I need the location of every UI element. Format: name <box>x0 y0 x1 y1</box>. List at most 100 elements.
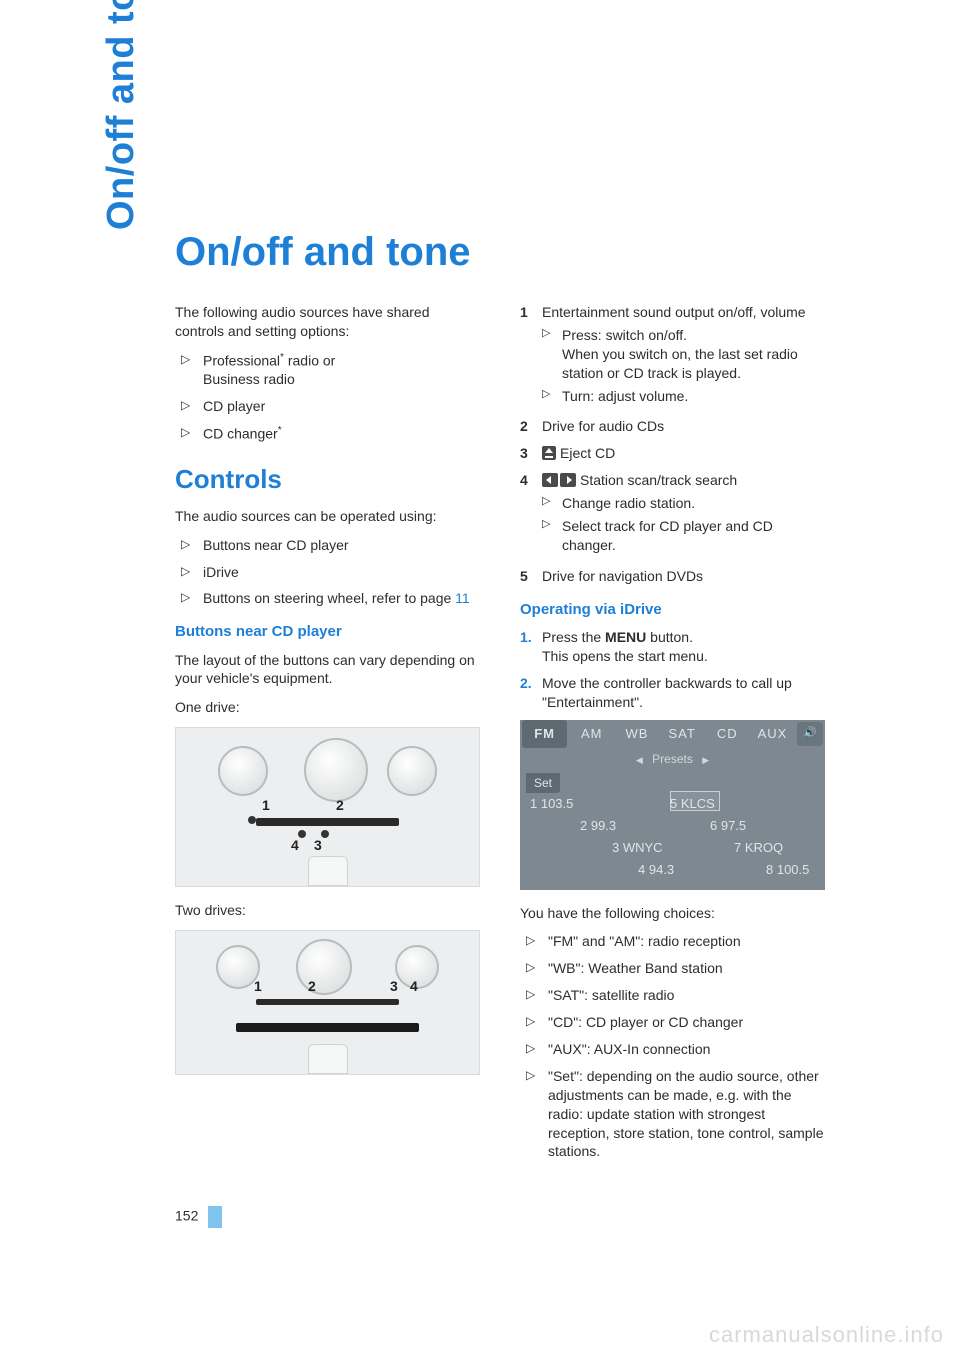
audio-sources-list: Professional* radio or Business radio CD… <box>175 351 480 444</box>
list-item-text: radio or <box>284 352 335 368</box>
sub-item: Change radio station. <box>542 494 825 513</box>
chevron-right-icon: ▶ <box>696 755 715 765</box>
callout-dot <box>248 816 256 824</box>
page-number-bar-icon <box>208 1206 222 1228</box>
step-text: button. <box>646 629 693 645</box>
footnote-star: * <box>278 425 282 436</box>
page-number-text: 152 <box>175 1208 198 1224</box>
list-item: "AUX": AUX-In connection <box>520 1040 825 1059</box>
step-number: 1. <box>520 628 542 666</box>
preset-entry: 1 103.5 <box>530 795 573 813</box>
presets-header: ◀ Presets ▶ <box>520 748 825 773</box>
item-label: Drive for navigation DVDs <box>542 568 703 584</box>
step-number: 2. <box>520 674 542 712</box>
page-number: 152 <box>175 1206 222 1228</box>
list-item: CD changer* <box>175 424 480 444</box>
list-item-text: Business radio <box>203 371 295 387</box>
figure-callout: 4 <box>410 977 418 996</box>
figure-callout: 3 <box>390 977 398 996</box>
preset-entry: 4 94.3 <box>638 861 674 879</box>
list-item-text: CD changer <box>203 426 278 442</box>
choices-list: "FM" and "AM": radio reception "WB": Wea… <box>520 932 825 1161</box>
list-item: iDrive <box>175 563 480 582</box>
list-item-text: Buttons on steering wheel, refer to page <box>203 590 455 606</box>
knob-icon <box>218 746 268 796</box>
gear-stub-icon <box>308 1044 348 1074</box>
preset-entry: 8 100.5 <box>766 861 809 879</box>
sub-item: Turn: adjust volume. <box>542 387 825 406</box>
side-tab-label: On/off and tone <box>100 0 143 230</box>
screen-tab-cd: CD <box>705 720 750 748</box>
left-column: The following audio sources have shared … <box>175 303 480 1175</box>
item-label: Entertainment sound output on/off, volum… <box>542 304 806 320</box>
step-text: This opens the start menu. <box>542 648 708 664</box>
list-item: Buttons near CD player <box>175 536 480 555</box>
list-item: "FM" and "AM": radio reception <box>520 932 825 951</box>
right-column: 1 Entertainment sound output on/off, vol… <box>520 303 825 1175</box>
item-label: Station scan/track search <box>580 472 737 488</box>
numbered-item: 2. Move the controller backwards to call… <box>520 674 825 712</box>
list-item: Professional* radio or Business radio <box>175 351 480 389</box>
numbered-item: 5 Drive for navigation DVDs <box>520 567 825 586</box>
item-sublist: Change radio station. Select track for C… <box>542 494 825 555</box>
list-item: "Set": depending on the audio source, ot… <box>520 1067 825 1161</box>
knob-icon <box>304 738 368 802</box>
preset-entry: 6 97.5 <box>710 817 746 835</box>
screen-tab-am: AM <box>569 720 614 748</box>
sub-item: Press: switch on/off.When you switch on,… <box>542 326 825 383</box>
numbered-item: 1 Entertainment sound output on/off, vol… <box>520 303 825 409</box>
figure-two-drives: 1 2 3 4 5 <box>175 930 480 1075</box>
knob-icon <box>387 746 437 796</box>
screen-tabs: FM AM WB SAT CD AUX 🔊 <box>520 720 825 748</box>
gear-stub-icon <box>308 856 348 886</box>
presets-label: Presets <box>652 752 693 766</box>
two-drives-label: Two drives: <box>175 901 480 920</box>
preset-entry: 3 WNYC <box>612 839 663 857</box>
cd-slot-icon <box>256 818 399 826</box>
controls-list: Buttons near CD player iDrive Buttons on… <box>175 536 480 609</box>
set-label: Set <box>526 773 560 793</box>
figure-callout: 3 <box>314 836 322 855</box>
figure-callout: 1 <box>262 796 270 815</box>
buttons-subheading: Buttons near CD player <box>175 622 480 642</box>
knob-icon <box>296 939 352 995</box>
content-columns: The following audio sources have shared … <box>175 303 840 1175</box>
list-item: "WB": Weather Band station <box>520 959 825 978</box>
item-number: 4 <box>520 471 542 559</box>
item-number: 5 <box>520 567 542 586</box>
list-item-text: Professional <box>203 352 280 368</box>
numbered-item: 2 Drive for audio CDs <box>520 417 825 436</box>
numbered-item: 3 Eject CD <box>520 444 825 463</box>
controls-numbered-list: 1 Entertainment sound output on/off, vol… <box>520 303 825 586</box>
choices-intro: You have the following choices: <box>520 904 825 923</box>
idrive-subheading: Operating via iDrive <box>520 600 825 620</box>
intro-paragraph: The following audio sources have shared … <box>175 303 480 341</box>
figure-callout: 2 <box>308 977 316 996</box>
cd-slot-icon <box>256 999 399 1005</box>
page-title: On/off and tone <box>175 230 840 275</box>
sub-item: Select track for CD player and CD change… <box>542 517 825 555</box>
item-label: Drive for audio CDs <box>542 418 664 434</box>
list-item: CD player <box>175 397 480 416</box>
numbered-item: 4 Station scan/track search Change radio… <box>520 471 825 559</box>
screen-tab-fm: FM <box>522 720 567 748</box>
buttons-paragraph: The layout of the buttons can vary depen… <box>175 651 480 689</box>
chevron-left-icon: ◀ <box>630 755 649 765</box>
step-text: Move the controller backwards to call up… <box>542 675 792 710</box>
preset-entry: 2 99.3 <box>580 817 616 835</box>
item-number: 2 <box>520 417 542 436</box>
speaker-icon: 🔊 <box>797 722 823 746</box>
presets-grid: Set 1 103.52 99.33 WNYC4 94.35 KLCS6 97.… <box>520 773 825 883</box>
screen-tab-aux: AUX <box>750 720 795 748</box>
figure-callout: 2 <box>336 796 344 815</box>
watermark: carmanualsonline.info <box>709 1322 944 1348</box>
eject-icon <box>542 446 556 460</box>
page-reference-link[interactable]: 11 <box>455 590 470 606</box>
menu-button-label: MENU <box>605 629 646 645</box>
figure-callout: 4 <box>291 836 299 855</box>
step-text: Press the <box>542 629 605 645</box>
screen-tab-wb: WB <box>614 720 659 748</box>
item-sublist: Press: switch on/off.When you switch on,… <box>542 326 825 406</box>
item-number: 3 <box>520 444 542 463</box>
idrive-screen: FM AM WB SAT CD AUX 🔊 ◀ Presets ▶ Set <box>520 720 825 890</box>
